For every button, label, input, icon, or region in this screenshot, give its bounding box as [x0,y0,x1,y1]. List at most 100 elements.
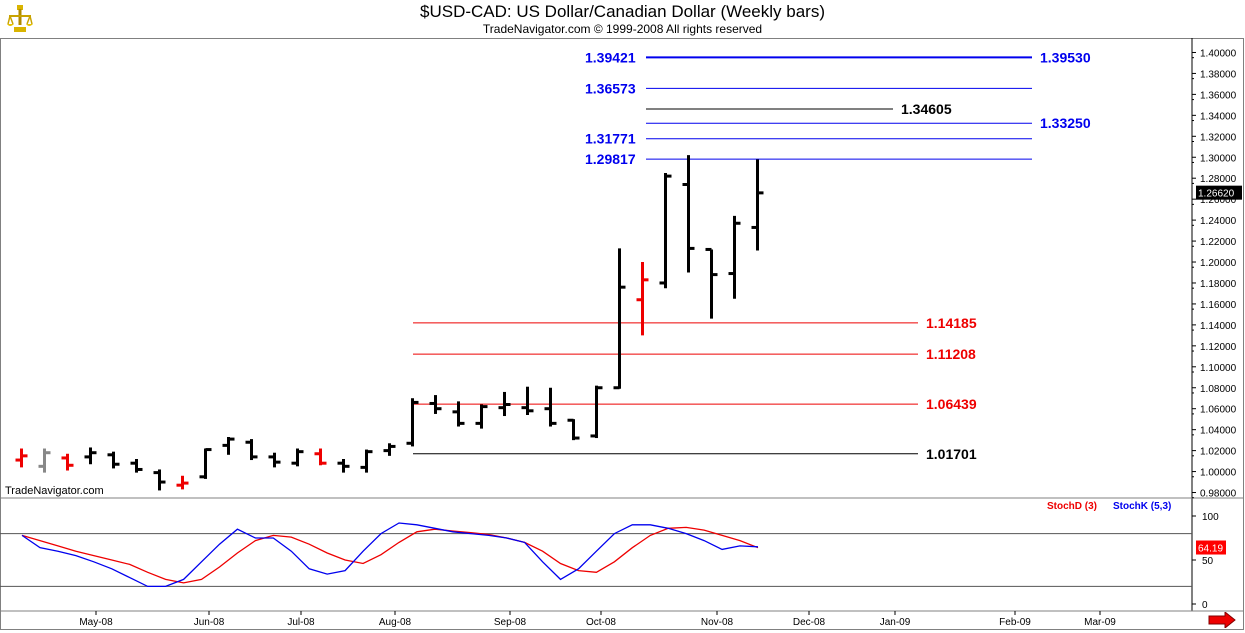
x-tick-label: Feb-09 [999,617,1031,628]
ohlc-bars [15,155,764,491]
y-tick-label: 1.10000 [1200,363,1237,374]
ohlc-bar [337,458,350,473]
ohlc-bar [728,215,741,299]
ohlc-bar [590,385,603,439]
ohlc-bar [61,453,74,471]
ohlc-bar [107,451,120,469]
stoch-line [21,526,759,584]
x-axis: May-08 Jun-08 Jul-08 Aug-08 Sep-08 Oct-08 Nov-… [79,611,1116,628]
level-label: 1.29817 [585,151,636,167]
y-tick-label: 1.04000 [1200,426,1237,437]
y-tick-label: 1.36000 [1200,90,1237,101]
y-tick-label: 0.98000 [1200,489,1237,500]
ohlc-bar [130,458,143,473]
ohlc-bar [659,172,672,289]
x-tick-label: Aug-08 [379,617,412,628]
level-label: 1.01701 [926,446,977,462]
ohlc-bar [268,452,281,468]
ohlc-bar [544,387,557,427]
stoch-y-tick-label: 50 [1202,556,1214,567]
chart-header: $USD-CAD: US Dollar/Canadian Dollar (Wee… [0,0,1245,38]
y-tick-label: 1.08000 [1200,384,1237,395]
support-resistance-levels: 1.39421 1.39530 1.36573 1.34605 1.33250 1.317… [413,49,1091,462]
ohlc-bar [498,391,511,417]
chart-title: $USD-CAD: US Dollar/Canadian Dollar (Wee… [420,2,825,21]
ohlc-bar [360,449,373,473]
x-tick-label: Jan-09 [880,617,911,628]
ohlc-bar [613,248,626,390]
ohlc-bar [682,155,695,273]
y-tick-label: 1.28000 [1200,174,1237,185]
y-tick-label: 1.22000 [1200,237,1237,248]
x-tick-label: Sep-08 [494,617,527,628]
y-tick-label: 1.06000 [1200,405,1237,416]
ohlc-bar [636,262,649,336]
stoch-line [21,522,759,588]
x-tick-label: May-08 [79,617,113,628]
level-label: 1.33250 [1040,115,1091,131]
stochd-legend: StochD (3) [1047,501,1097,512]
x-tick-label: Dec-08 [793,617,826,628]
ohlc-bar [153,469,166,491]
y-tick-label: 1.20000 [1200,258,1237,269]
y-tick-label: 1.16000 [1200,300,1237,311]
ohlc-bar [429,395,442,414]
y-tick-label: 1.34000 [1200,111,1237,122]
ohlc-bar [383,443,396,456]
y-tick-label: 1.02000 [1200,447,1237,458]
stochk-legend: StochK (5,3) [1113,501,1171,512]
level-label: 1.11208 [926,346,976,362]
y-tick-label: 1.12000 [1200,342,1237,353]
stochastic-panel: 100 50 0 64.19 StochD (3) StochK (5,3) [0,501,1226,611]
x-tick-label: Jul-08 [287,617,315,628]
ohlc-bar [751,159,764,251]
x-tick-label: Jun-08 [194,617,225,628]
ohlc-bar [84,447,97,465]
outer-border [0,38,1244,630]
level-label: 1.34605 [901,101,952,117]
ohlc-bar [705,247,718,319]
y-tick-label: 1.24000 [1200,216,1237,227]
stoch-y-tick-label: 0 [1202,600,1208,611]
y-tick-label: 1.14000 [1200,321,1237,332]
level-label: 1.36573 [585,80,636,96]
ohlc-bar [475,404,488,429]
ohlc-bar [176,475,189,490]
level-label: 1.14185 [926,315,977,331]
y-tick-label: 1.40000 [1200,48,1237,59]
price-y-axis: 1.40000 1.38000 1.36000 1.34000 1.32000 1.300… [1192,48,1242,500]
y-tick-label: 1.18000 [1200,279,1237,290]
ohlc-bar [406,398,419,447]
ohlc-bar [567,418,580,441]
stoch-y-tick-label: 100 [1202,512,1219,523]
last-price-label: 1.26620 [1198,189,1235,200]
watermark-label: TradeNavigator.com [5,485,104,497]
x-tick-label: Mar-09 [1084,617,1116,628]
level-label: 1.39421 [585,49,636,65]
ohlc-bar [245,439,258,461]
ohlc-bar [521,386,534,415]
stoch-last-box [1196,540,1226,555]
ohlc-bar [199,448,212,479]
level-label: 1.06439 [926,396,977,412]
ohlc-bar [291,448,304,467]
trophy-icon [4,3,36,40]
y-tick-label: 1.32000 [1200,132,1237,143]
y-tick-label: 1.26000 [1200,195,1237,206]
ohlc-bar [314,448,327,466]
x-tick-label: Oct-08 [586,617,616,628]
ohlc-bar [222,436,235,455]
stoch-last-label: 64.19 [1198,544,1223,555]
x-tick-label: Nov-08 [701,617,734,628]
y-tick-label: 1.38000 [1200,69,1237,80]
level-label: 1.31771 [585,131,636,147]
ohlc-bar [38,448,51,473]
last-price-box [1196,185,1242,200]
y-tick-label: 1.30000 [1200,153,1237,164]
arrow-right-icon [1208,610,1236,630]
scroll-right-button[interactable] [1208,610,1236,630]
ohlc-bar [15,448,28,468]
level-label: 1.39530 [1040,49,1091,65]
y-tick-label: 1.00000 [1200,468,1237,479]
